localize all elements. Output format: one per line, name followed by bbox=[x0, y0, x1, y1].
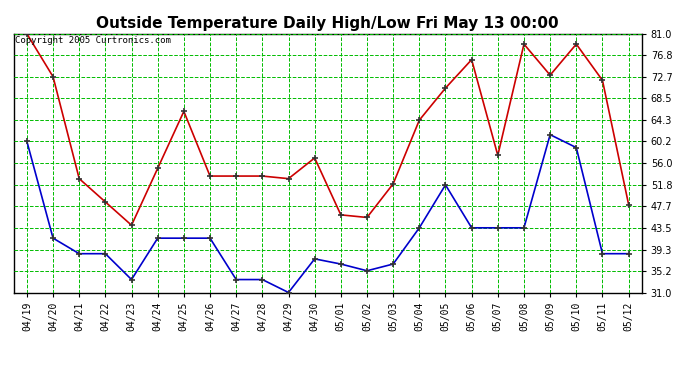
Text: Copyright 2005 Curtronics.com: Copyright 2005 Curtronics.com bbox=[15, 36, 171, 45]
Title: Outside Temperature Daily High/Low Fri May 13 00:00: Outside Temperature Daily High/Low Fri M… bbox=[97, 16, 559, 31]
